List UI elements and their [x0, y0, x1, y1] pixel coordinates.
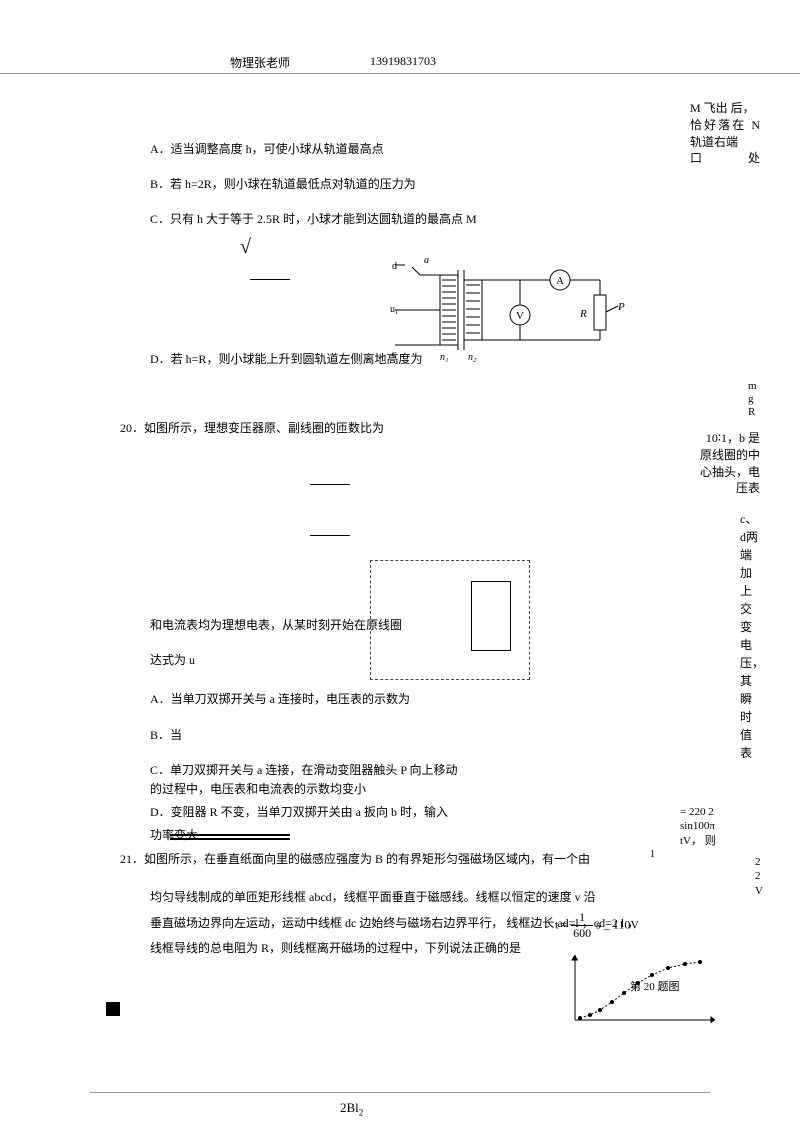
q20-d: D．变阻器 R 不变，当单刀双掷开关由 a 扳向 b 时，输入: [150, 803, 740, 822]
formula-line: sin100π: [680, 819, 716, 833]
mgr-note: m g R: [748, 380, 757, 420]
q21-l3: 垂直磁场边界向左运动，运动中线框 dc 边始终与磁场右边界平行， 线框边长 ad…: [150, 913, 740, 935]
q21-stem: 21．如图所示，在垂直纸面向里的磁感应强度为 B 的有界矩形匀强磁场区域内，有一…: [120, 849, 740, 871]
svg-text:R: R: [579, 308, 587, 320]
formula-line: tV， 则: [680, 834, 716, 848]
footer-text: 2Bl2: [340, 1100, 363, 1118]
choice-a: A．适当调整高度 h，可使小球从轨道最高点: [150, 140, 740, 159]
q20-b: B．当: [150, 726, 740, 745]
fraction-line: [250, 279, 290, 280]
svg-text:u₁: u₁: [390, 304, 399, 315]
svg-text:a: a: [424, 255, 429, 266]
svg-text:n₂: n₂: [468, 352, 477, 363]
svg-text:c: c: [392, 349, 397, 360]
footer-rule: [90, 1092, 710, 1093]
diagram-label: 第 20 题图: [630, 979, 680, 993]
frac-top: 1: [571, 910, 593, 926]
rail-line-top: [170, 834, 290, 836]
s-110v: s _ 110V: [596, 917, 639, 931]
svg-text:d: d: [392, 261, 397, 272]
subscript: 2: [359, 1108, 364, 1118]
t-formula: t = 1 600 s _ 110V: [555, 910, 639, 941]
q20-vertical-text: c、d两端加上交变电压，其瞬时值表: [740, 510, 760, 762]
q20-c: C．单刀双掷开关与 a 连接，在滑动变阻器触头 P 向上移动 的过程中，电压表和…: [150, 761, 740, 799]
black-square-icon: [106, 1002, 120, 1016]
transformer-diagram: d a u₁ c n₁ n₂ A P R V: [390, 245, 640, 375]
q21-l2: 均匀导线制成的单匝矩形线框 abcd，线框平面垂直于磁感线。线框以恒定的速度 v…: [150, 887, 740, 909]
q20-a: A．当单刀双掷开关与 a 连接时，电压表的示数为: [150, 690, 740, 709]
formula-sub: 1: [650, 848, 716, 861]
teacher-name: 物理张老师: [230, 54, 290, 71]
formula-margin2: 2 2 V: [755, 855, 763, 898]
page-header: 物理张老师 13919831703: [0, 54, 800, 74]
formula-margin: = 220 2 sin100π tV， 则 1: [680, 805, 716, 861]
svg-text:n₁: n₁: [440, 352, 448, 363]
formula-line: = 220 2: [680, 805, 716, 819]
phone-number: 13919831703: [370, 54, 436, 69]
q21-diagram: 第 20 题图: [560, 950, 720, 1030]
svg-text:P: P: [617, 301, 625, 313]
choice-c: C．只有 h 大于等于 2.5R 时，小球才能到达圆轨道的最高点 M: [150, 210, 740, 229]
main-content: A．适当调整高度 h，可使小球从轨道最高点 B．若 h=2R，则小球在轨道最低点…: [120, 100, 740, 976]
choice-b: B．若 h=2R，则小球在轨道最低点对轨道的压力为: [150, 175, 740, 194]
rail-line-bot: [170, 838, 290, 840]
q20-d2: 功率变大: [150, 826, 740, 845]
frac-bot: 600: [571, 926, 593, 941]
q20-margin-note: 10∶1，b 是 原线圈的中 心抽头，电 压表: [630, 430, 760, 497]
wire-frame: [471, 581, 511, 651]
svg-text:V: V: [516, 310, 524, 322]
fraction-line-3: [310, 535, 350, 536]
dashed-region: [370, 560, 530, 680]
svg-text:A: A: [556, 275, 564, 287]
